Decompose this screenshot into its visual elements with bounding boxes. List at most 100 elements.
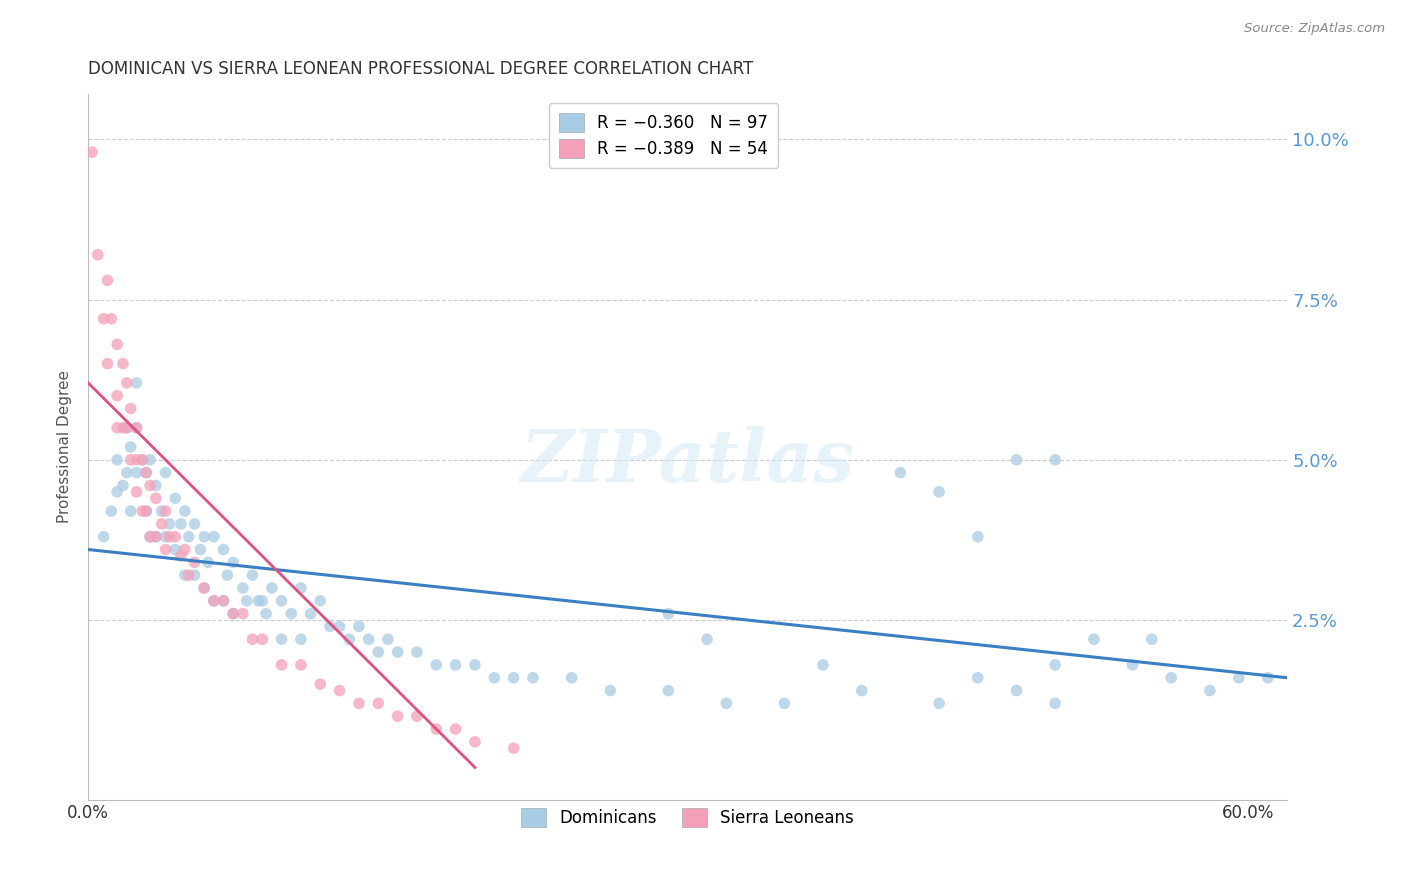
Point (165, 530, 187, 544)
Point (173, 542, 195, 557)
Point (131, 504, 153, 518)
Point (120, 504, 142, 518)
Point (811, 657, 834, 672)
Y-axis label: Professional Degree: Professional Degree (58, 370, 72, 524)
Point (242, 632, 264, 647)
Point (247, 594, 270, 608)
Text: Source: ZipAtlas.com: Source: ZipAtlas.com (1244, 22, 1385, 36)
Point (105, 389, 128, 403)
Point (212, 542, 235, 557)
Point (270, 632, 292, 647)
Point (96, 273, 118, 287)
Point (177, 530, 200, 544)
Point (131, 452, 153, 467)
Point (309, 677, 332, 691)
Point (105, 421, 128, 435)
Point (115, 376, 138, 390)
Point (367, 645, 389, 659)
Point (111, 478, 134, 492)
Point (222, 607, 245, 621)
Point (111, 357, 134, 371)
Point (183, 516, 205, 531)
Point (1083, 632, 1105, 647)
Point (150, 516, 173, 531)
Point (309, 594, 332, 608)
Point (202, 594, 225, 608)
Point (115, 466, 138, 480)
Point (1160, 671, 1182, 685)
Point (139, 452, 162, 467)
Point (173, 504, 195, 518)
Point (406, 645, 429, 659)
Point (425, 722, 447, 736)
Point (232, 581, 254, 595)
Point (696, 632, 718, 647)
Point (155, 542, 177, 557)
Point (280, 607, 302, 621)
Point (139, 530, 162, 544)
Point (193, 581, 215, 595)
Point (100, 504, 122, 518)
Point (202, 530, 225, 544)
Point (242, 568, 264, 582)
Point (716, 697, 738, 711)
Point (145, 491, 167, 506)
Point (96, 357, 118, 371)
Point (217, 568, 239, 582)
Point (1257, 671, 1279, 685)
Point (125, 376, 148, 390)
Point (135, 466, 157, 480)
Point (329, 619, 352, 633)
Point (111, 421, 134, 435)
Point (357, 632, 380, 647)
Point (425, 657, 447, 672)
Point (188, 542, 211, 557)
Point (155, 530, 177, 544)
Point (135, 504, 157, 518)
Point (522, 671, 544, 685)
Point (966, 671, 988, 685)
Point (120, 401, 142, 416)
Point (105, 452, 128, 467)
Point (502, 741, 524, 756)
Point (1005, 683, 1028, 698)
Point (290, 657, 312, 672)
Point (157, 530, 180, 544)
Point (131, 452, 153, 467)
Point (157, 516, 180, 531)
Point (773, 697, 796, 711)
Point (337, 632, 360, 647)
Point (1043, 452, 1066, 467)
Point (125, 421, 148, 435)
Point (377, 632, 399, 647)
Point (290, 581, 312, 595)
Point (170, 549, 193, 563)
Point (464, 735, 486, 749)
Point (100, 311, 122, 326)
Point (155, 504, 177, 518)
Point (120, 452, 142, 467)
Point (93, 530, 115, 544)
Point (270, 594, 292, 608)
Point (444, 722, 467, 736)
Point (329, 683, 352, 698)
Point (851, 683, 873, 698)
Point (212, 594, 235, 608)
Point (254, 607, 277, 621)
Point (928, 697, 950, 711)
Point (183, 568, 205, 582)
Point (319, 619, 342, 633)
Point (145, 478, 167, 492)
Point (135, 466, 157, 480)
Point (657, 607, 679, 621)
Point (347, 619, 370, 633)
Point (120, 440, 142, 454)
Point (387, 645, 409, 659)
Point (250, 632, 273, 647)
Point (135, 504, 157, 518)
Point (125, 484, 148, 499)
Point (165, 542, 187, 557)
Point (222, 607, 245, 621)
Point (444, 657, 467, 672)
Point (173, 568, 195, 582)
